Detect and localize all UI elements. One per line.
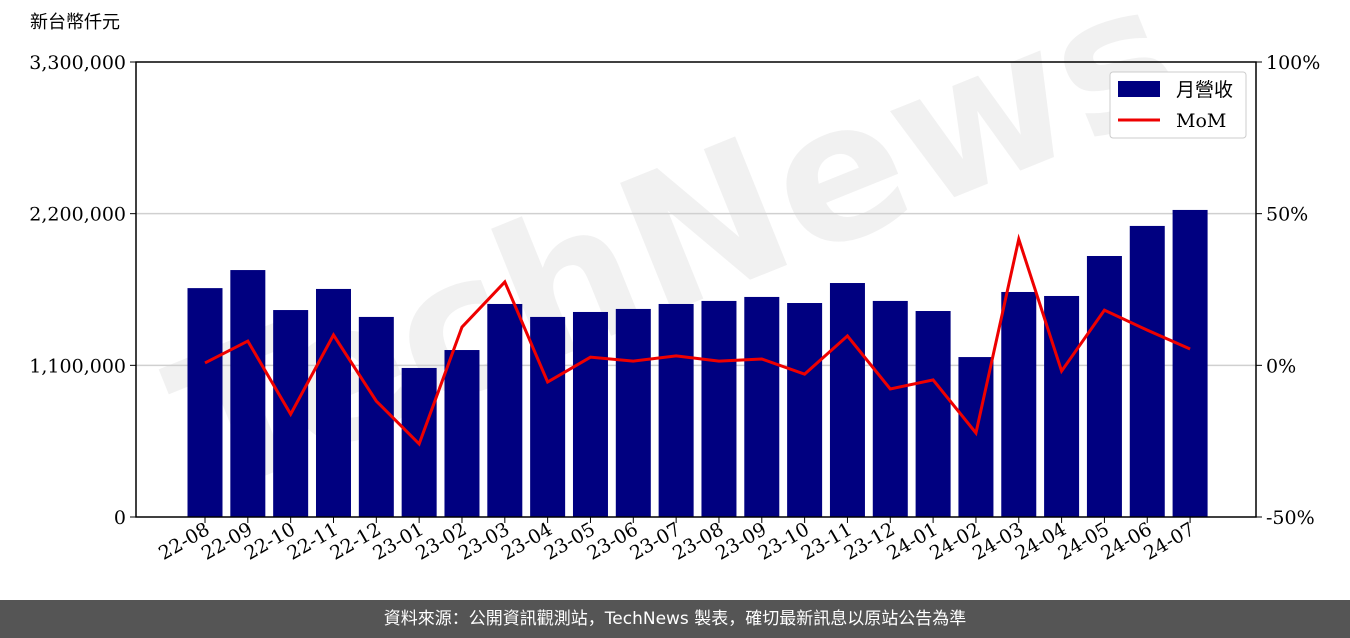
bar bbox=[1001, 291, 1037, 517]
legend-label: MoM bbox=[1176, 110, 1226, 132]
y-tick-label: 2,200,000 bbox=[29, 204, 126, 226]
y-axis-label: 新台幣仟元 bbox=[30, 12, 120, 33]
y-tick-label: 0 bbox=[114, 507, 126, 529]
legend-swatch bbox=[1118, 81, 1160, 97]
bar bbox=[787, 303, 823, 517]
chart: 新台幣仟元 TechNews 01,100,0002,200,0003,300,… bbox=[29, 0, 1320, 565]
footer: 資料來源：公開資訊觀測站，TechNews 製表，確切最新訊息以原站公告為準 bbox=[0, 600, 1350, 638]
y2-tick-label: 0% bbox=[1266, 355, 1296, 377]
bar bbox=[1086, 255, 1122, 517]
bar bbox=[915, 311, 951, 517]
bar bbox=[701, 300, 737, 517]
bar bbox=[1129, 225, 1165, 518]
bar bbox=[744, 296, 780, 517]
y2-tick-label: 100% bbox=[1266, 52, 1320, 74]
bar bbox=[530, 316, 566, 517]
bar bbox=[658, 303, 694, 517]
bar bbox=[444, 350, 480, 517]
y2-tick-label: 50% bbox=[1266, 204, 1308, 226]
y-tick-label: 3,300,000 bbox=[29, 52, 126, 74]
bar bbox=[572, 311, 608, 517]
bar bbox=[872, 300, 908, 517]
bar bbox=[1172, 209, 1208, 517]
bar bbox=[487, 303, 523, 517]
bar bbox=[230, 270, 266, 517]
bar bbox=[187, 288, 223, 517]
legend-label: 月營收 bbox=[1176, 79, 1233, 101]
y2-tick-label: -50% bbox=[1266, 507, 1315, 529]
bar bbox=[358, 316, 394, 517]
plot-frame bbox=[135, 61, 1257, 518]
x-tick-label: 24-07 bbox=[1140, 518, 1198, 564]
mom-line bbox=[204, 233, 1191, 447]
y-tick-label: 1,100,000 bbox=[29, 355, 126, 377]
bar bbox=[315, 288, 351, 517]
bar bbox=[829, 283, 865, 517]
bar bbox=[615, 308, 651, 517]
